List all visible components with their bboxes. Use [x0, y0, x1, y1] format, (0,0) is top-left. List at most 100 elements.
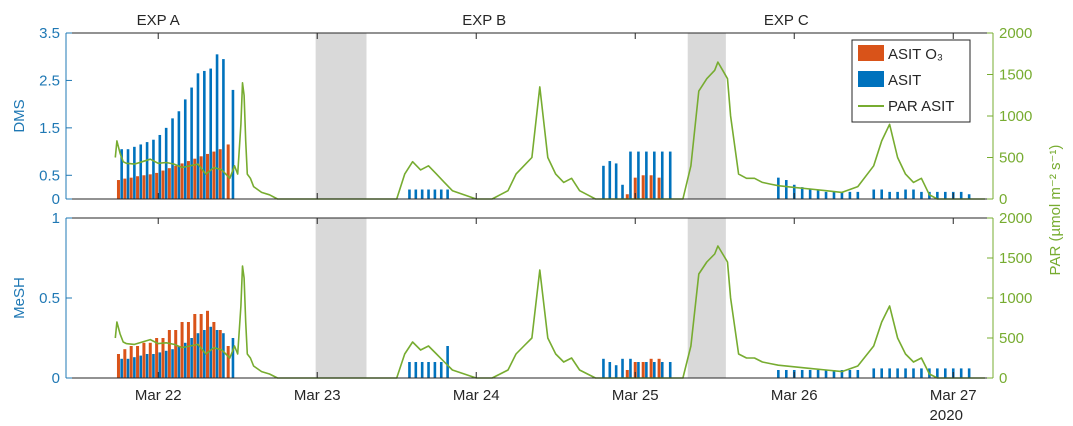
bar-asit: [645, 151, 648, 199]
bar-asit: [414, 189, 418, 199]
y-tick-label-left: 0: [52, 370, 60, 387]
bar-asit: [126, 149, 130, 199]
bar-asit-o3: [155, 172, 159, 199]
bar-asit: [808, 189, 812, 199]
bar-asit-o3: [186, 322, 190, 378]
bar-asit: [427, 362, 430, 378]
bar-asit-o3: [123, 349, 127, 378]
bar-asit-o3: [218, 149, 222, 199]
bar-asit: [959, 191, 963, 199]
bar-asit: [660, 362, 664, 378]
bar-asit: [824, 370, 828, 378]
bar-asit: [209, 326, 212, 378]
bar-asit: [629, 151, 632, 199]
bar-asit: [177, 111, 181, 199]
bar-asit: [614, 163, 618, 199]
y-tick-label-left: 0.5: [39, 167, 60, 184]
bar-asit: [800, 370, 804, 378]
bar-asit: [896, 368, 899, 378]
x-tick-label: Mar 25: [612, 387, 659, 404]
bar-asit: [653, 362, 656, 378]
bar-asit: [414, 362, 418, 378]
bar-asit: [872, 368, 876, 378]
y-tick-label-left: 3.5: [39, 25, 60, 42]
y-tick-label-right: 2000: [999, 25, 1032, 42]
bar-asit: [420, 362, 424, 378]
bar-asit: [126, 358, 130, 378]
y-axis-label-left: DMS: [11, 99, 28, 132]
bar-asit: [152, 139, 155, 199]
bar-asit: [158, 134, 162, 199]
bar-asit-o3: [161, 338, 165, 378]
bar-asit: [653, 151, 656, 199]
bar-asit-o3: [649, 358, 653, 378]
shaded-period: [687, 33, 726, 199]
y-tick-label-right: 0: [999, 191, 1007, 208]
bar-asit-o3: [633, 362, 637, 378]
bar-asit: [439, 362, 443, 378]
bar-asit: [872, 189, 876, 199]
x-tick-label: Mar 23: [294, 387, 341, 404]
bar-asit-o3: [174, 330, 178, 378]
bar-asit: [602, 165, 605, 199]
bar-asit: [912, 368, 915, 378]
bar-asit: [183, 342, 187, 378]
legend-swatch: [858, 71, 884, 87]
bar-asit: [133, 357, 136, 378]
bar-asit: [637, 151, 640, 199]
legend-label: ASIT O₃: [888, 46, 943, 63]
bar-asit: [959, 368, 963, 378]
bar-asit-o3: [186, 161, 190, 199]
x-tick-label: Mar 26: [771, 387, 818, 404]
bar-asit-o3: [193, 158, 197, 199]
bar-asit: [203, 330, 206, 378]
par-line: [114, 245, 985, 379]
bar-asit: [408, 362, 411, 378]
y-tick-label-left: 2.5: [39, 72, 60, 89]
bar-asit: [139, 144, 143, 199]
bar-asit-o3: [641, 175, 645, 199]
bar-asit: [943, 368, 947, 378]
bar-asit: [152, 354, 155, 378]
bar-asit-o3: [206, 310, 210, 378]
bar-asit: [215, 330, 219, 378]
y-tick-label-right: 500: [999, 330, 1024, 347]
bar-asit: [433, 189, 437, 199]
bar-asit-o3: [123, 178, 127, 199]
y-tick-label-left: 1.5: [39, 120, 60, 137]
bar-asit: [777, 177, 780, 199]
bar-asit: [637, 362, 640, 378]
bar-asit: [896, 191, 899, 199]
bar-asit: [904, 189, 907, 199]
bar-asit: [196, 333, 200, 378]
bar-asit: [912, 189, 915, 199]
bar-asit: [629, 358, 632, 378]
y-axis-label-right: PAR (µmol m⁻² s⁻¹): [1047, 145, 1064, 276]
bar-asit: [816, 370, 820, 378]
bar-asit-o3: [625, 194, 629, 199]
bar-asit-o3: [633, 177, 637, 199]
bar-asit: [832, 370, 836, 378]
bar-asit-o3: [649, 175, 653, 199]
bar-asit-o3: [129, 346, 133, 378]
bar-asit: [840, 370, 844, 378]
y-tick-label-right: 2000: [999, 210, 1032, 227]
bar-asit: [222, 333, 225, 378]
bar-asit: [177, 346, 181, 378]
bar-asit: [856, 191, 860, 199]
bar-asit: [880, 368, 883, 378]
bar-asit: [446, 346, 449, 378]
bar-asit: [133, 146, 136, 199]
bar-asit-o3: [116, 354, 120, 378]
bar-asit: [427, 189, 430, 199]
legend-label: ASIT: [888, 72, 921, 89]
bar-asit: [840, 191, 844, 199]
bar-asit: [222, 59, 225, 200]
bar-asit: [608, 161, 612, 199]
shaded-period: [687, 218, 726, 378]
year-label: 2020: [930, 407, 963, 424]
bar-asit: [936, 368, 939, 378]
experiment-label: EXP C: [764, 12, 809, 29]
bar-asit: [824, 191, 828, 199]
y-tick-label-right: 500: [999, 150, 1024, 167]
